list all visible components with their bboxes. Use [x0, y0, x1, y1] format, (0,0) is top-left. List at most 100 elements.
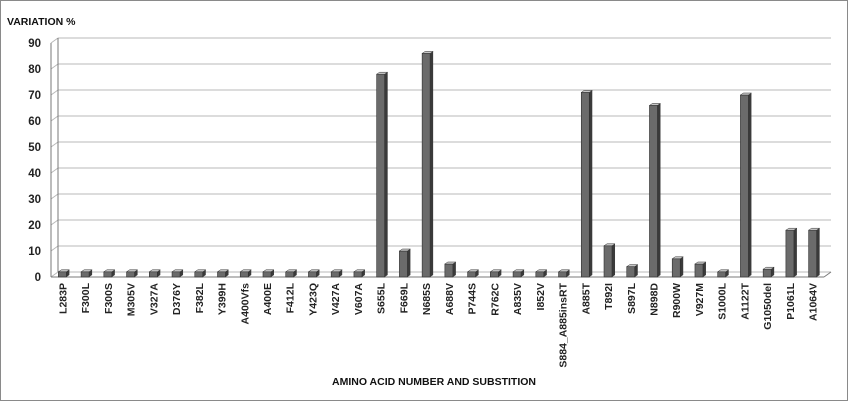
bar — [625, 264, 639, 278]
bar-top — [580, 90, 594, 93]
bar-top — [125, 269, 139, 273]
bar-top — [807, 227, 821, 231]
y-tick-labels: 0 10 20 30 40 50 60 70 80 90 — [28, 38, 41, 284]
bar-top — [444, 261, 457, 265]
bar-front — [626, 266, 636, 278]
bar-top — [398, 248, 412, 252]
x-tick-label: F669L — [398, 282, 410, 313]
bar — [489, 269, 503, 278]
y-tick-label: 10 — [28, 246, 41, 258]
x-tick-label: L283P — [57, 283, 69, 314]
bar-front — [376, 73, 385, 278]
bar-top — [57, 269, 71, 273]
bar — [762, 266, 775, 278]
bar — [284, 269, 298, 278]
bar — [421, 51, 434, 278]
x-tick-label: M305V — [126, 283, 138, 316]
gridline-diag — [50, 193, 59, 200]
x-tick-label: P1061L — [785, 282, 797, 319]
bar-top — [193, 269, 207, 273]
bar-side — [452, 262, 456, 277]
bar-top — [216, 269, 230, 273]
bar-side — [680, 256, 684, 277]
gridline-diag — [50, 141, 59, 148]
x-tick-label: V927M — [694, 283, 706, 317]
bar-front — [217, 271, 226, 278]
x-tick-labels: L283P F300L F300S M305V V327A D376Y F382L Y399H… — [57, 282, 819, 367]
y-tick-label: 30 — [28, 194, 41, 206]
axes — [50, 38, 832, 278]
x-tick-label: N685S — [421, 283, 433, 315]
bar-top — [353, 269, 366, 273]
bar — [648, 103, 662, 278]
bar-front — [603, 245, 613, 278]
bar — [444, 261, 457, 278]
gridline-diag — [50, 63, 59, 70]
bar — [262, 269, 275, 278]
bar-side — [384, 72, 388, 277]
x-tick-label: T892I — [603, 283, 615, 310]
bar-front — [717, 271, 726, 278]
x-tick-label: N898D — [648, 283, 660, 316]
gridline-diag — [50, 37, 59, 44]
x-tick-label: P744S — [467, 283, 479, 315]
bar — [171, 269, 184, 278]
bar-front — [171, 271, 181, 278]
bar-side — [748, 93, 752, 277]
y-tick-label: 70 — [28, 90, 41, 102]
bar — [216, 269, 230, 278]
bar — [603, 243, 616, 278]
x-tick-label: F300L — [80, 282, 92, 313]
bar-front — [149, 271, 158, 278]
bar — [580, 90, 594, 278]
x-tick-label: R900W — [671, 283, 683, 318]
bar-side — [612, 243, 616, 277]
bar — [239, 269, 253, 278]
bar-top — [625, 264, 639, 267]
bar-front — [512, 271, 522, 278]
bar-top — [785, 227, 798, 231]
bar-top — [466, 269, 480, 273]
x-tick-label: F382L — [194, 282, 206, 313]
bar — [375, 71, 389, 278]
bar — [739, 92, 753, 278]
bar-front — [421, 53, 431, 278]
x-tick-label: F300S — [103, 283, 115, 314]
y-tick-label: 60 — [28, 116, 41, 128]
x-tick-label: S884_A885insRT — [558, 282, 570, 367]
x-tick-label: A400E — [262, 283, 274, 315]
y-axis-title: VARIATION % — [7, 16, 76, 28]
bar-front — [694, 263, 704, 278]
bar — [557, 269, 571, 278]
y-tick-label: 90 — [28, 38, 41, 50]
bar-front — [330, 271, 340, 278]
bar-top — [171, 269, 184, 273]
bar-top — [694, 261, 707, 265]
x-tick-label: R762C — [489, 283, 501, 316]
x-tick-label: A400Vfs — [239, 283, 251, 325]
x-tick-label: D376Y — [171, 283, 183, 315]
y-tick-label: 0 — [35, 272, 41, 284]
bar — [125, 269, 139, 278]
bar-side — [816, 228, 820, 277]
x-axis-diag — [823, 271, 832, 278]
bar-top — [512, 269, 525, 273]
bar-front — [785, 229, 795, 278]
bar-front — [580, 92, 590, 278]
bar-front — [239, 271, 249, 278]
bar — [148, 269, 162, 278]
x-tick-label: I852V — [535, 283, 547, 310]
bars — [57, 51, 821, 278]
bar-top — [262, 269, 275, 273]
x-tick-label: F412L — [285, 282, 297, 313]
bar-top — [739, 92, 753, 96]
x-axis-title: AMINO ACID NUMBER AND SUBSTITION — [332, 376, 536, 388]
bar-front — [308, 271, 317, 278]
bar-top — [534, 269, 548, 273]
gridline-diag — [50, 89, 59, 96]
bar-side — [634, 264, 638, 277]
bar-top — [307, 269, 321, 273]
bar — [694, 261, 707, 278]
bar-front — [808, 229, 817, 278]
bar — [534, 269, 548, 278]
